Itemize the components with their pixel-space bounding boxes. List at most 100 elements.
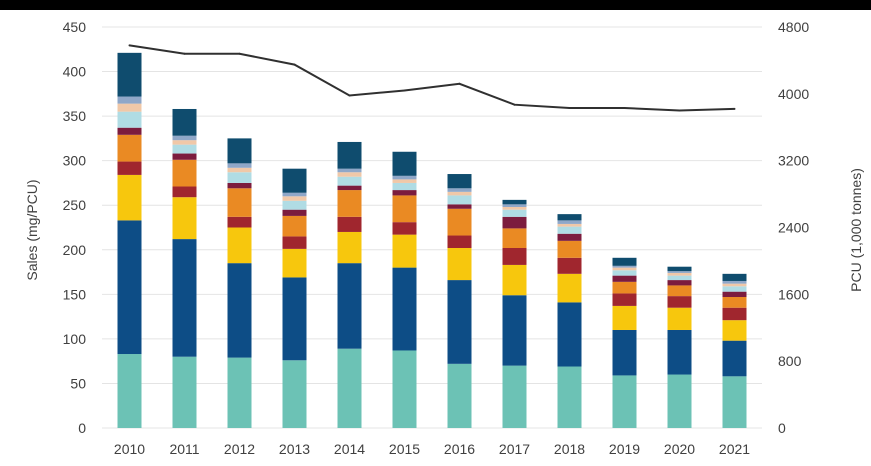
pcu-line-point xyxy=(458,82,461,85)
bar-segment xyxy=(667,271,692,273)
pcu-line-point xyxy=(348,94,351,97)
bar-segment xyxy=(502,295,527,366)
bar-segment xyxy=(227,182,252,189)
bar-segment xyxy=(612,267,637,271)
y-tick-label: 200 xyxy=(63,242,87,258)
bar-segment xyxy=(282,200,307,210)
bar-segment xyxy=(557,240,582,258)
pcu-line-point xyxy=(623,107,626,110)
bar-segment xyxy=(172,108,197,136)
x-tick-label: 2017 xyxy=(499,441,530,457)
bar-segment xyxy=(392,179,417,183)
bar-segment xyxy=(172,135,197,141)
bar-segment xyxy=(667,329,692,375)
bar-segment xyxy=(667,280,692,286)
bar-segment xyxy=(722,340,747,377)
x-tick-label: 2015 xyxy=(389,441,420,457)
bar-segment xyxy=(117,103,142,112)
pcu-line-point xyxy=(183,52,186,55)
y-axis-title: Sales (mg/PCU) xyxy=(24,179,40,280)
top-band xyxy=(0,0,871,10)
bar-segment xyxy=(557,257,582,274)
bar-segment xyxy=(612,329,637,376)
bar-segment xyxy=(117,134,142,162)
bar-segment xyxy=(172,239,197,357)
bar-segment xyxy=(557,226,582,234)
bar-segment xyxy=(502,264,527,296)
bar-segment xyxy=(557,214,582,221)
bar-segment xyxy=(282,196,307,201)
bar-segment xyxy=(172,159,197,187)
bar-segment xyxy=(557,223,582,227)
pcu-line-point xyxy=(128,44,131,47)
bar-segment xyxy=(337,172,362,177)
pcu-line-point xyxy=(293,63,296,66)
y-tick-label: 250 xyxy=(63,197,87,213)
bar-segment xyxy=(392,182,417,191)
bar-segment xyxy=(117,52,142,97)
pcu-line-point xyxy=(238,52,241,55)
y-tick-label: 50 xyxy=(70,375,86,391)
x-tick-label: 2011 xyxy=(169,441,199,457)
bar-segment xyxy=(502,207,527,210)
bar-segment xyxy=(117,127,142,135)
y-tick-label: 350 xyxy=(63,108,87,124)
y-tick-label: 300 xyxy=(63,153,87,169)
x-tick-label: 2014 xyxy=(334,441,365,457)
bar-segment xyxy=(337,348,362,428)
bar-segment xyxy=(612,265,637,268)
bar-segment xyxy=(117,354,142,428)
y2-tick-label: 0 xyxy=(778,420,786,436)
bar-segment xyxy=(557,220,582,224)
bar-segment xyxy=(502,228,527,248)
bar-segment xyxy=(502,199,527,205)
bar-segment xyxy=(447,363,472,428)
x-tick-label: 2012 xyxy=(224,441,255,457)
bar-segment xyxy=(667,374,692,428)
bar-segment xyxy=(282,248,307,278)
y2-tick-label: 2400 xyxy=(778,220,809,236)
bar-segment xyxy=(227,216,252,228)
bar-segment xyxy=(612,375,637,428)
x-tick-label: 2019 xyxy=(609,441,640,457)
y-axis-ticks: 0 50 100 150 200 250 300 350 400 450 xyxy=(63,19,87,436)
bar-segment xyxy=(502,247,527,265)
bar-segment xyxy=(172,140,197,145)
bar-segment xyxy=(282,168,307,193)
bar-segment xyxy=(447,188,472,192)
bar-segment xyxy=(447,235,472,248)
bar-segment xyxy=(722,280,747,284)
bar-segment xyxy=(282,236,307,249)
bar-segment xyxy=(722,283,747,287)
pcu-line-point xyxy=(403,89,406,92)
bar-segment xyxy=(172,197,197,240)
bar-segment xyxy=(447,280,472,364)
bar-segment xyxy=(502,216,527,229)
bar-segment xyxy=(667,266,692,272)
bar-segment xyxy=(612,275,637,282)
bar-segment xyxy=(612,270,637,276)
bar-segment xyxy=(392,151,417,176)
bar-segment xyxy=(722,307,747,321)
bar-segment xyxy=(337,216,362,232)
bar-segment xyxy=(227,263,252,358)
y-tick-label: 0 xyxy=(78,420,86,436)
bar-segment xyxy=(612,281,637,294)
bar-segment xyxy=(612,257,637,266)
bar-segment xyxy=(227,172,252,183)
bar-segment xyxy=(392,350,417,428)
bar-segment xyxy=(172,153,197,160)
bar-segment xyxy=(392,195,417,223)
bar-segment xyxy=(557,273,582,303)
y2-axis-title: PCU (1,000 tonnes) xyxy=(848,168,864,292)
y-tick-label: 400 xyxy=(63,64,87,80)
bar-segment xyxy=(337,190,362,217)
bar-segment xyxy=(227,227,252,264)
x-tick-label: 2018 xyxy=(554,441,585,457)
bar-segment xyxy=(337,231,362,264)
bar-segment xyxy=(227,138,252,164)
bar-segment xyxy=(227,163,252,168)
pcu-line xyxy=(129,44,735,112)
bar-segment xyxy=(722,376,747,428)
bar-segment xyxy=(337,185,362,191)
